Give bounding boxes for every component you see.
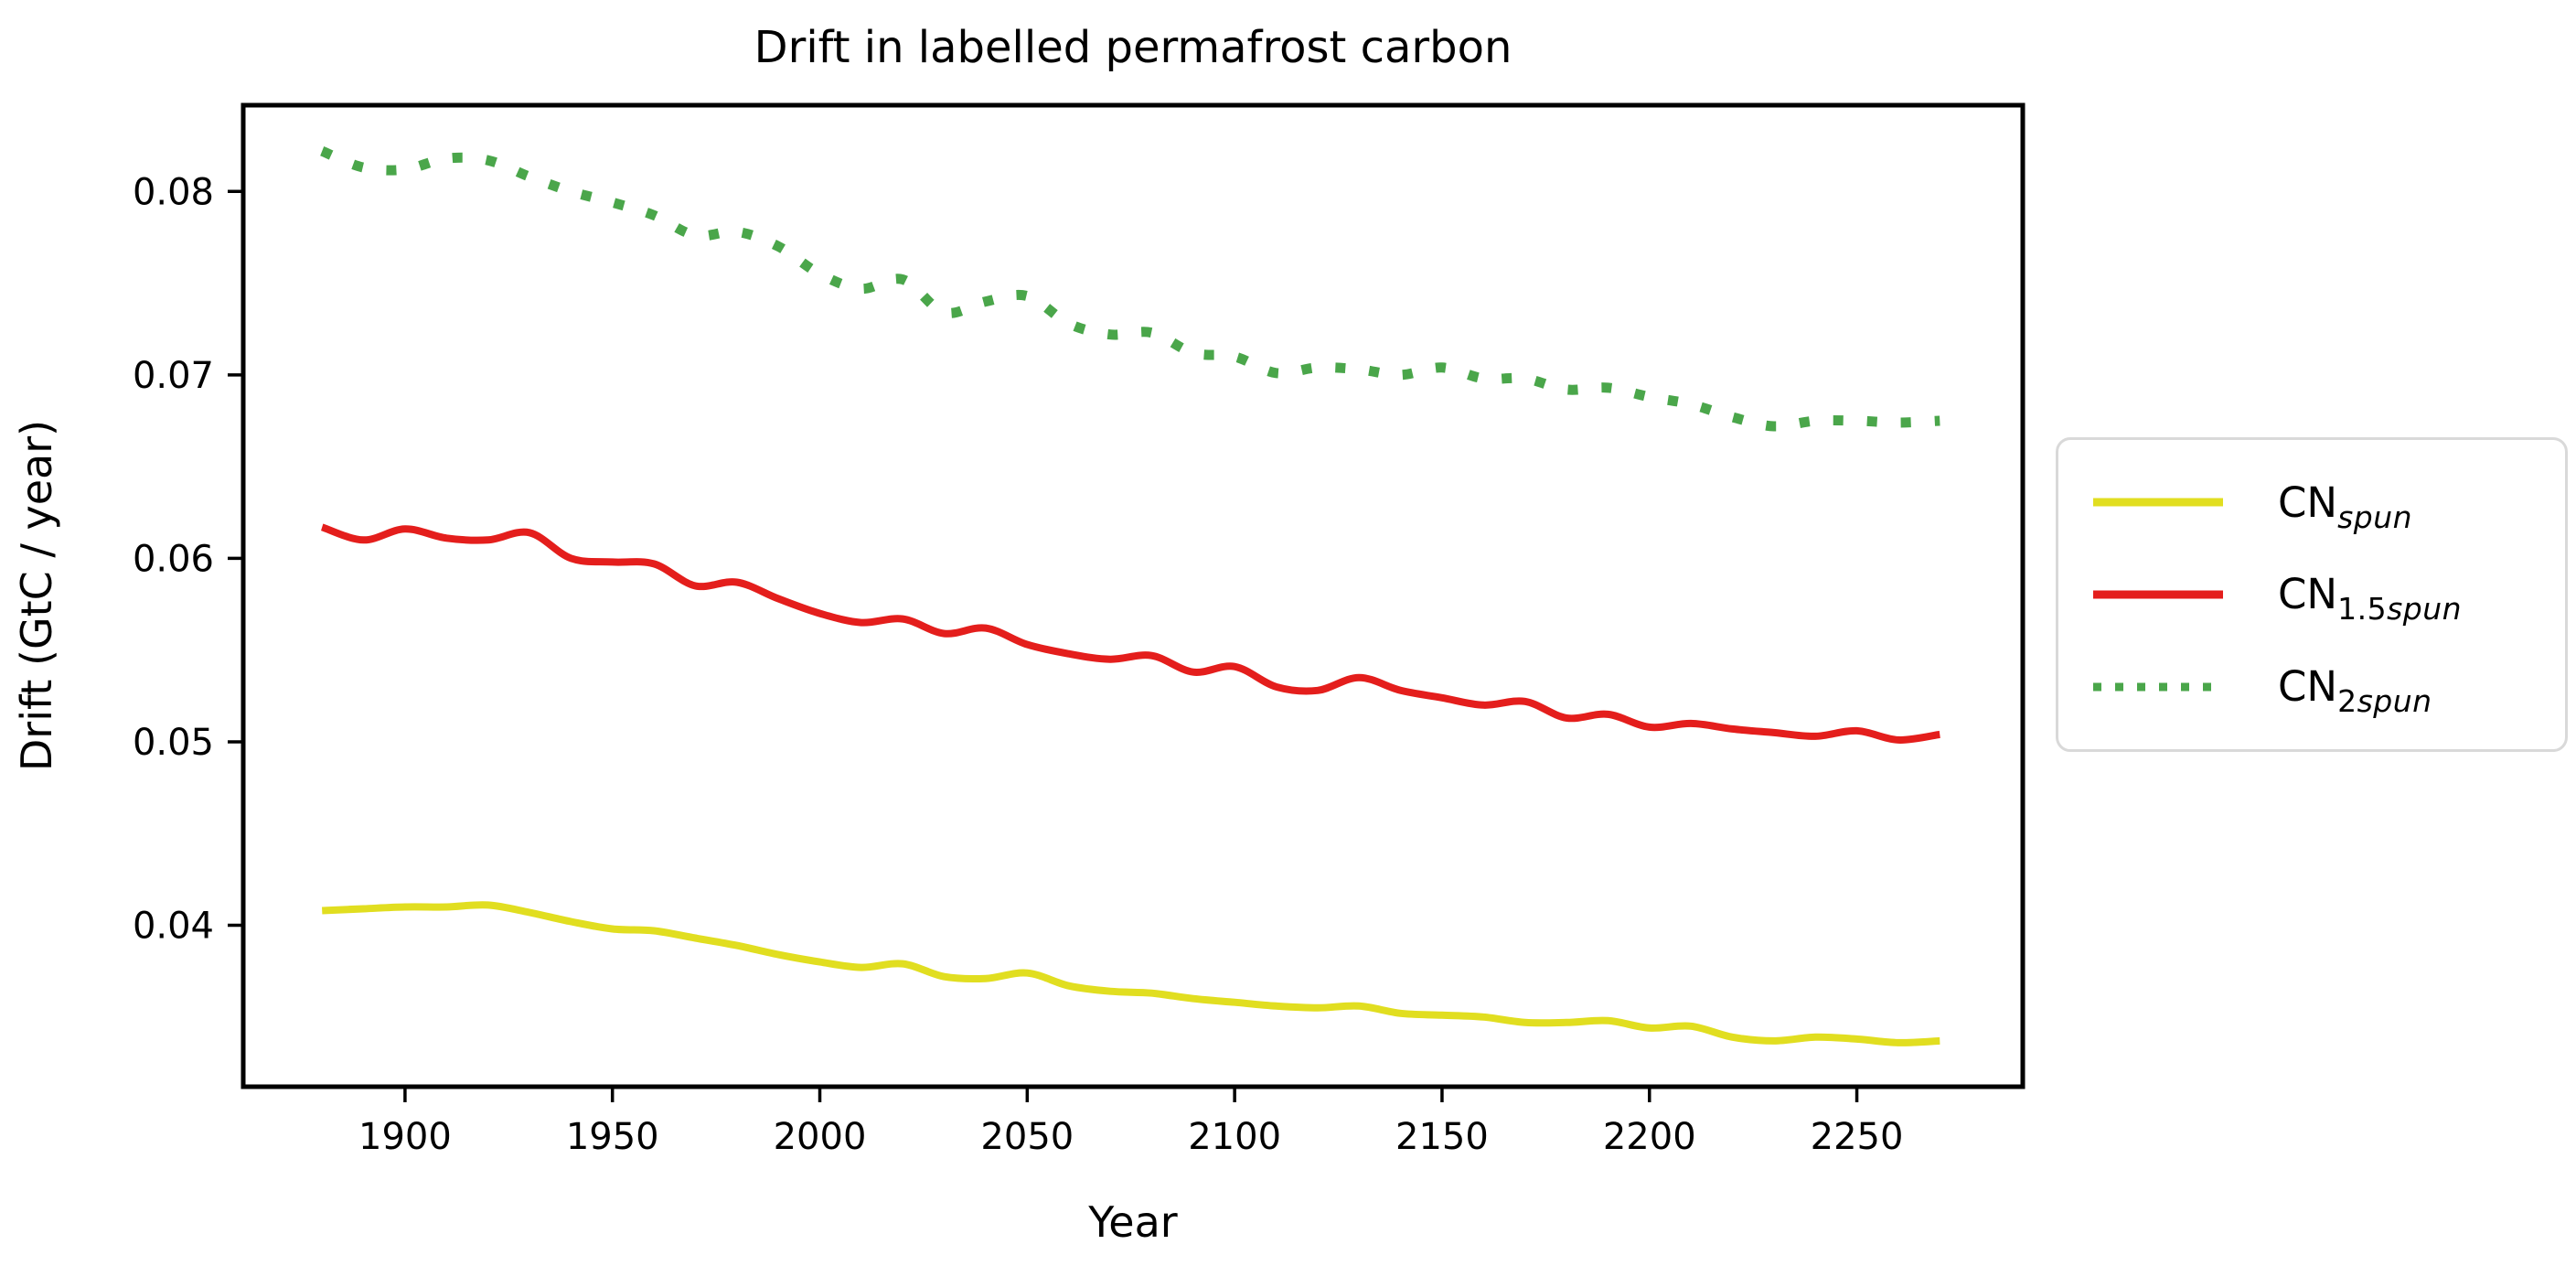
y-tick-label: 0.08 [133,171,214,213]
legend-label-base: CN [2278,477,2338,527]
legend-item-cn-2spun: CN2spun [2090,662,2556,719]
series-path-CN_2spun [320,145,1940,432]
legend-label-base: CN [2278,570,2338,619]
legend-label-cn-spun: CNspun [2278,477,2412,535]
legend-label-base: CN [2278,662,2338,712]
legend-line-solid-red-icon [2093,590,2223,599]
x-axis-label: Year [1087,1197,1177,1247]
legend-line-solid-yellow-icon [2093,498,2223,507]
legend-label-cn-2spun: CN2spun [2278,662,2432,719]
axes-spines [240,102,2026,1089]
legend-item-cn-spun: CNspun [2090,477,2556,535]
x-tick-label: 2100 [1188,1116,1281,1158]
legend-label-sub-num: 2 [2337,683,2357,720]
y-tick-label: 0.04 [133,906,214,948]
y-tick-label: 0.06 [133,538,214,580]
series-path-CN_spun [321,901,1940,1046]
legend-label-sub-word: spun [2387,591,2463,628]
y-axis-label: Drift (GtC / year) [12,420,61,771]
x-tick-label: 2250 [1811,1116,1904,1158]
y-tick-label: 0.05 [133,722,214,764]
legend-label-sub-word: spun [2337,499,2413,535]
x-tick-label: 2150 [1395,1116,1489,1158]
legend-item-cn-1-5spun: CN1.5spun [2090,570,2556,627]
chart-title: Drift in labelled permafrost carbon [754,22,1512,73]
legend: CNspun CN1.5spun CN2spun [2056,437,2568,752]
x-tick-label: 2000 [774,1116,867,1158]
legend-line-dotted-green-icon [2093,682,2223,692]
legend-label-cn-1-5spun: CN1.5spun [2278,570,2462,627]
x-tick-label: 1900 [358,1116,452,1158]
legend-label-sub-num: 1.5 [2337,591,2388,628]
x-tick-label: 2050 [980,1116,1074,1158]
legend-label-sub-word: spun [2357,683,2432,720]
y-tick-label: 0.07 [133,355,214,397]
plot-area: 1900 1950 2000 2050 2100 2150 2200 2250 0.04 0.05… [133,102,2026,1158]
series-path-CN_1.5spun [320,523,1940,744]
x-tick-label: 2200 [1603,1116,1696,1158]
x-tick-label: 1950 [566,1116,659,1158]
